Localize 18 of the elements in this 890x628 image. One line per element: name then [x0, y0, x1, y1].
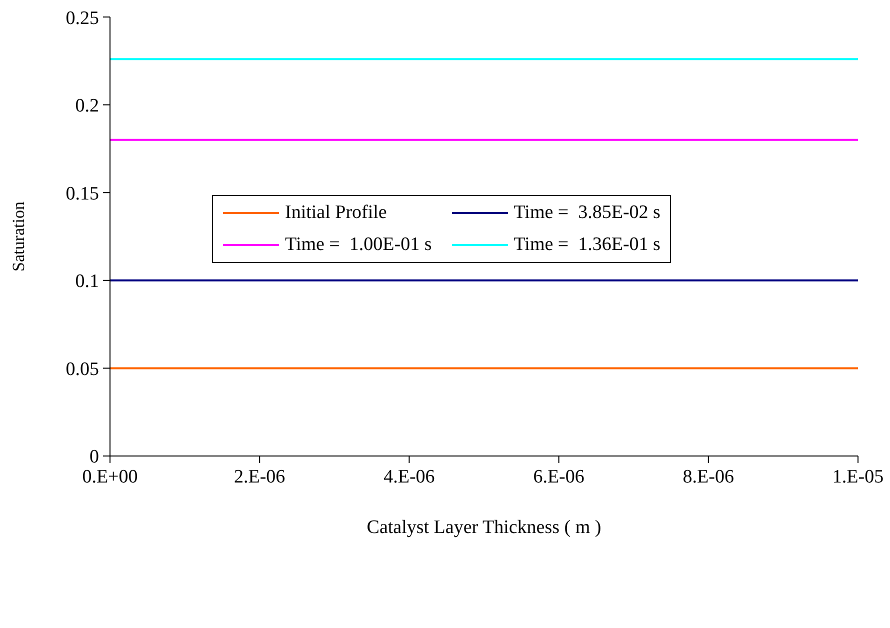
x-axis-title: Catalyst Layer Thickness ( m ): [366, 517, 602, 538]
y-tick-label: 0.15: [66, 183, 99, 204]
x-tick-label: 8.E-06: [682, 466, 734, 488]
x-tick-label: 6.E-06: [533, 466, 584, 488]
y-tick-label: 0.1: [75, 271, 99, 292]
y-tick-label: 0: [90, 446, 99, 468]
legend-label: Time = 1.36E-01 s: [514, 234, 660, 256]
x-tick-label: 0.E+00: [82, 466, 138, 488]
y-tick-label: 0.05: [66, 358, 99, 380]
y-axis-title: Saturation: [9, 201, 28, 272]
x-tick-label: 1.E-05: [832, 466, 884, 488]
y-tick-label: 0.2: [75, 96, 99, 117]
x-tick-label: 4.E-06: [384, 466, 435, 488]
legend-label: Time = 3.85E-02 s: [514, 202, 660, 224]
legend-label: Time = 1.00E-01 s: [285, 234, 432, 256]
legend-label: Initial Profile: [285, 202, 387, 224]
x-tick-label: 2.E-06: [234, 466, 286, 488]
y-tick-label: 0.25: [66, 8, 99, 29]
